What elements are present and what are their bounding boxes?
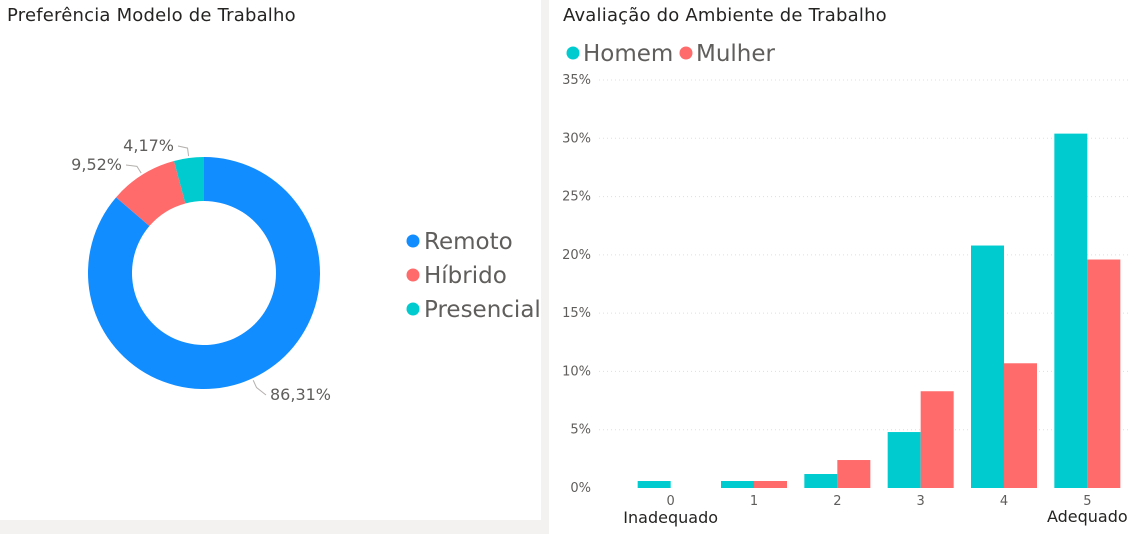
donut-slice-presencial — [173, 157, 204, 204]
y-tick-label: 20% — [562, 248, 591, 263]
legend-marker-homem — [566, 46, 580, 60]
donut-leader-line-remoto — [252, 380, 267, 396]
x-tick-label-0: 0 — [667, 494, 675, 509]
legend-marker-mulher — [679, 46, 693, 60]
legend-marker-presencial — [406, 302, 420, 316]
y-tick-label: 30% — [562, 131, 591, 146]
bar-homem-4 — [971, 245, 1004, 488]
bar-chart-title: Avaliação do Ambiente de Trabalho — [563, 5, 887, 26]
y-tick-label: 35% — [562, 73, 591, 88]
x-end-label-adequado: Adequado — [1047, 507, 1128, 526]
donut-slice-hibrido — [116, 160, 186, 227]
y-tick-label: 25% — [562, 190, 591, 205]
bar-mulher-5 — [1087, 259, 1121, 488]
donut-chart-panel: Preferência Modelo de Trabalho 86,31% 9,5… — [0, 0, 541, 520]
bar-homem-3 — [887, 432, 921, 488]
x-end-label-inadequado: Inadequado — [623, 508, 718, 527]
bar-homem-2 — [804, 474, 838, 488]
bar-mulher-3 — [920, 391, 954, 488]
bar-homem-5 — [1054, 133, 1088, 488]
x-tick-label-1: 1 — [750, 494, 758, 509]
donut-leader-line-hibrido — [125, 164, 142, 174]
bar-mulher-2 — [837, 460, 871, 488]
legend-label-mulher: Mulher — [696, 41, 776, 67]
y-tick-label: 10% — [562, 364, 591, 379]
y-tick-label: 15% — [562, 306, 591, 321]
donut-data-label-hibrido: 9,52% — [71, 155, 122, 174]
legend-label-hibrido: Híbrido — [424, 263, 507, 289]
donut-data-label-presencial: 4,17% — [123, 136, 174, 155]
bar-chart-panel: Avaliação do Ambiente de Trabalho Homem M… — [549, 0, 1143, 534]
bar-homem-1 — [721, 481, 754, 488]
donut-data-label-remoto: 86,31% — [270, 385, 331, 404]
legend-label-remoto: Remoto — [424, 229, 513, 255]
y-tick-label: 0% — [570, 481, 591, 496]
bar-mulher-1 — [754, 481, 787, 488]
bar-chart: Homem Mulher 0% 5% 10% 15% 20% 25% 30% 35% 0 1 2 3 4 5 I… — [562, 41, 1129, 527]
x-tick-label-4: 4 — [1000, 494, 1008, 509]
legend-label-homem: Homem — [583, 41, 673, 67]
x-tick-label-3: 3 — [917, 494, 925, 509]
donut-leader-line-presencial — [177, 145, 190, 157]
donut-chart: 86,31% 9,52%4,17% Remoto Híbrido Presencial — [71, 136, 541, 404]
bar-homem-0 — [637, 481, 671, 488]
donut-chart-title: Preferência Modelo de Trabalho — [7, 5, 296, 26]
legend-marker-hibrido — [406, 268, 420, 282]
bar-mulher-4 — [1004, 363, 1037, 488]
legend-label-presencial: Presencial — [424, 297, 541, 323]
legend-marker-remoto — [406, 234, 420, 248]
x-tick-label-2: 2 — [833, 494, 841, 509]
donut-slice-remoto — [87, 157, 320, 389]
y-tick-label: 5% — [570, 423, 591, 438]
x-tick-label-5: 5 — [1083, 494, 1091, 509]
